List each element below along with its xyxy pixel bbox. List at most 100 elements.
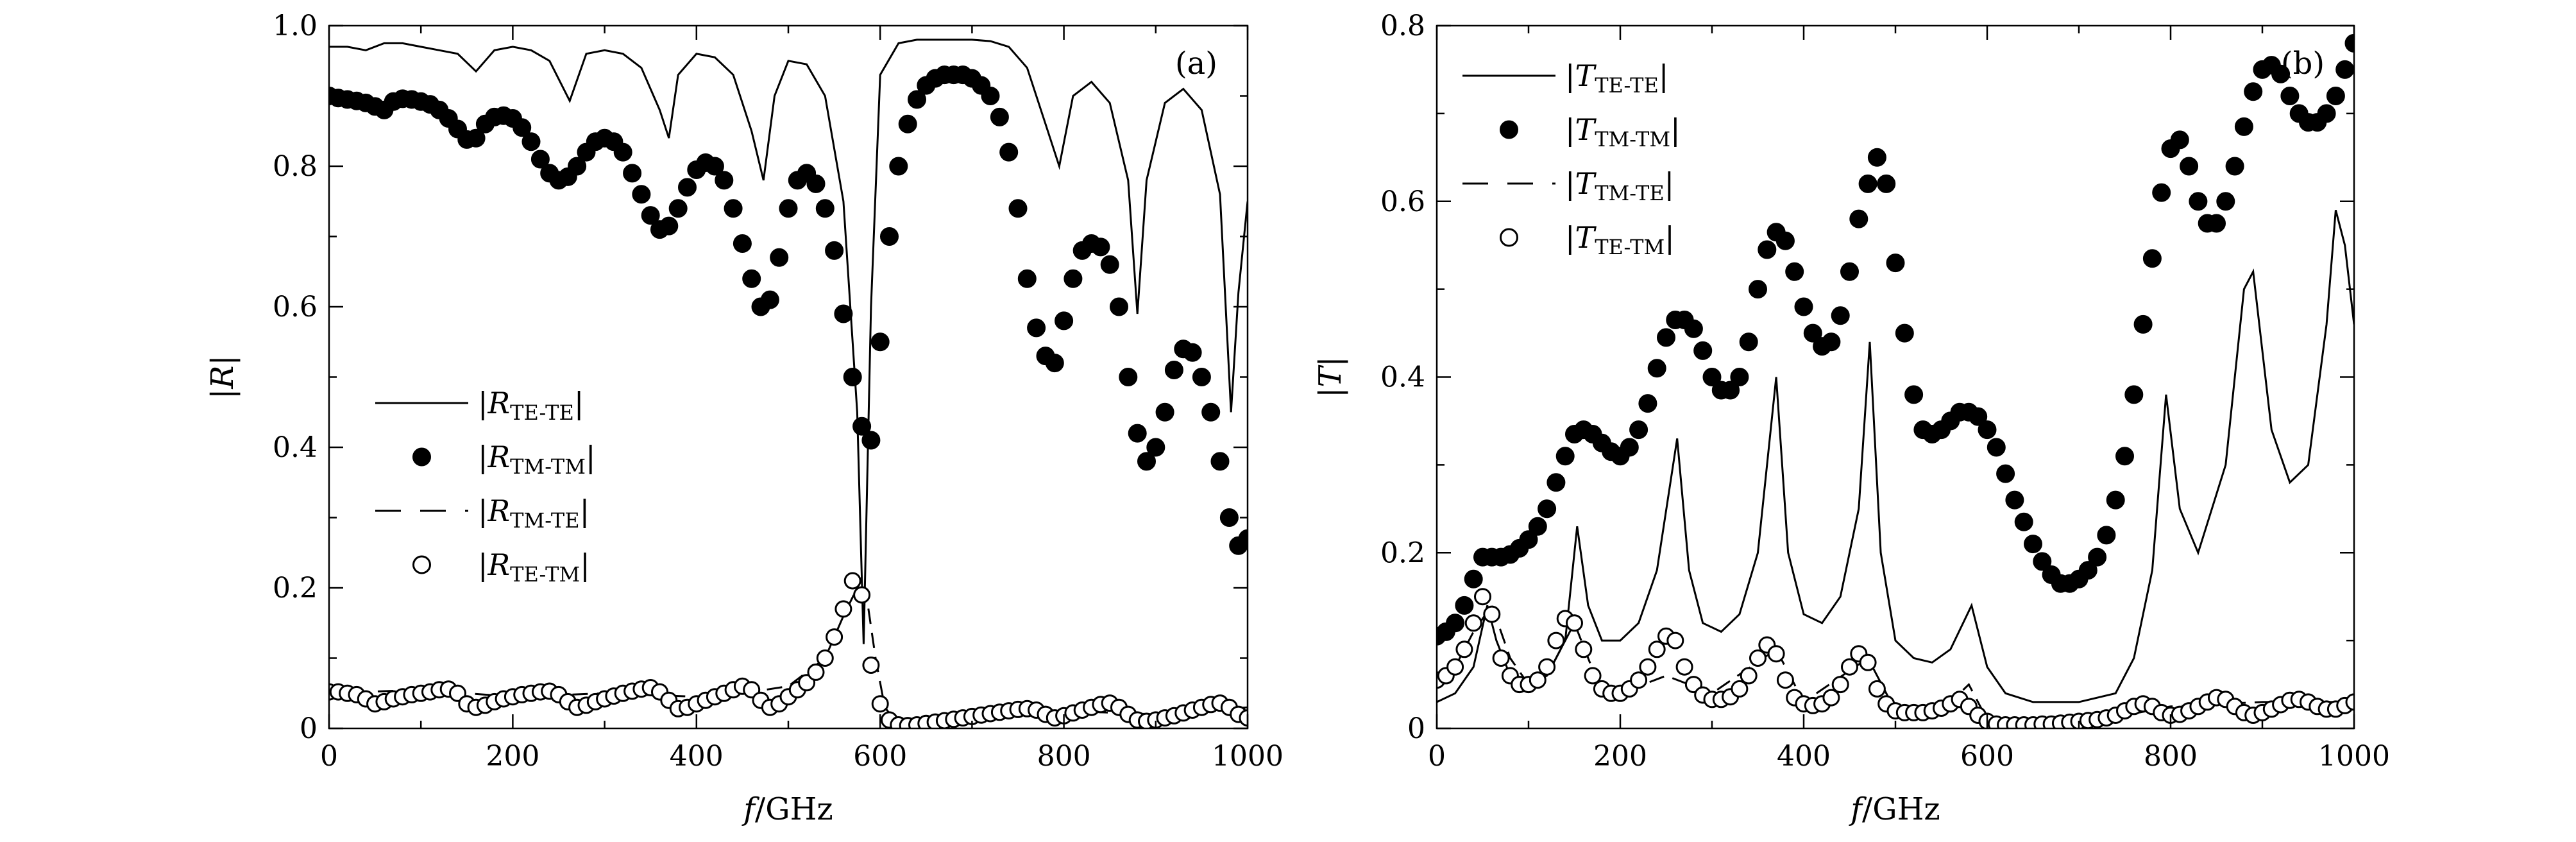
data-point-filled (1201, 402, 1221, 422)
y-axis-label: |T| (1312, 356, 1348, 397)
data-point-filled (834, 304, 853, 323)
data-point-open (1666, 632, 1684, 649)
data-point-open (871, 695, 889, 713)
data-point-filled (1739, 332, 1758, 352)
data-point-filled (981, 87, 1000, 105)
data-point-filled (1721, 381, 1740, 400)
data-point-filled (613, 142, 632, 162)
data-point-filled (659, 216, 679, 236)
data-point-filled (1978, 420, 1997, 440)
data-point-filled (1702, 368, 1722, 386)
data-point-filled (870, 332, 890, 352)
x-tick-label: 200 (1593, 740, 1647, 773)
data-point-filled (889, 157, 908, 176)
data-point-filled (1210, 452, 1230, 471)
data-point-filled (1886, 253, 1905, 273)
data-point-open (816, 649, 834, 667)
legend: |TTE-TE| |TTM-TM| |TTM-TE| |TTE-TM| (1462, 58, 1681, 259)
data-point-filled (742, 269, 761, 288)
data-point-filled (999, 142, 1019, 162)
data-point-filled (2106, 490, 2125, 510)
legend: |RTE-TE| |RTM-TM| |RTM-TE| |RTE-TM| (375, 386, 596, 587)
data-point-filled (466, 128, 486, 148)
data-point-filled (1055, 311, 1074, 331)
data-point-filled (1775, 231, 1795, 250)
legend-swatch-filled (412, 447, 431, 467)
data-point-filled (2078, 561, 2097, 580)
legend-swatch-filled (1500, 120, 1518, 139)
x-tick-label: 400 (670, 740, 724, 773)
data-point-filled (770, 248, 789, 267)
data-point-filled (1027, 318, 1046, 338)
data-point-filled (668, 199, 688, 218)
data-point-filled (1987, 438, 2006, 457)
data-point-open (1483, 605, 1501, 623)
data-point-filled (530, 150, 550, 169)
data-point-filled (1647, 359, 1666, 378)
data-point-filled (2152, 183, 2171, 202)
data-point-filled (1996, 464, 2015, 483)
y-tick-label: 0.4 (1380, 361, 1425, 394)
data-point-open (1868, 680, 1886, 698)
data-point-filled (2124, 385, 2144, 404)
data-point-filled (678, 178, 697, 197)
data-point-open (835, 600, 852, 618)
data-point-filled (1446, 614, 1465, 633)
data-point-filled (760, 290, 779, 309)
data-point-filled (632, 185, 651, 204)
data-point-filled (843, 368, 862, 386)
data-point-filled (1546, 473, 1566, 492)
x-tick-label: 0 (320, 740, 338, 773)
data-point-filled (724, 199, 743, 218)
legend-label: |TTE-TM| (1565, 220, 1675, 259)
data-point-filled (2097, 526, 2116, 545)
data-point-filled (1146, 438, 1165, 457)
data-point-filled (1128, 424, 1147, 443)
x-tick-label: 400 (1777, 740, 1831, 773)
data-point-open (1859, 653, 1877, 671)
data-point-filled (1219, 508, 1239, 527)
data-point-filled (908, 90, 926, 109)
data-point-open (1529, 671, 1546, 689)
data-point-filled (641, 206, 660, 225)
series-line (329, 39, 1248, 644)
data-point-filled (2335, 60, 2354, 79)
data-point-open (1538, 658, 1556, 676)
data-point-open (1584, 667, 1602, 685)
data-point-open (1474, 588, 1491, 606)
data-point-filled (1840, 262, 1859, 281)
data-point-open (1630, 671, 1648, 689)
data-point-filled (2115, 447, 2134, 466)
data-point-filled (1620, 438, 1639, 457)
data-point-filled (2280, 87, 2300, 105)
y-tick-label: 0 (300, 712, 318, 745)
data-point-filled (2225, 157, 2244, 176)
legend-label: |RTM-TE| (478, 494, 589, 533)
data-point-filled (1555, 447, 1575, 466)
data-point-open (1648, 640, 1666, 658)
data-point-filled (2180, 157, 2199, 176)
data-point-filled (1684, 319, 1703, 338)
data-point-filled (2024, 535, 2042, 554)
x-tick-label: 800 (2144, 740, 2198, 773)
data-point-filled (568, 157, 587, 176)
data-point-filled (1455, 596, 1474, 615)
y-tick-label: 0.8 (273, 150, 318, 183)
data-point-filled (2170, 130, 2189, 150)
data-point-filled (1638, 394, 1657, 413)
panel-label: (a) (1175, 46, 1217, 82)
data-point-filled (1867, 148, 1886, 167)
data-point-filled (1137, 452, 1156, 471)
data-point-open (1675, 658, 1693, 676)
data-point-filled (1858, 174, 1877, 193)
data-point-open (1446, 658, 1464, 676)
data-point-filled (1192, 368, 1211, 386)
data-point-filled (825, 241, 844, 260)
plot-area (329, 39, 1248, 728)
data-point-filled (990, 107, 1009, 126)
data-point-filled (1904, 385, 1924, 404)
data-point-open (1841, 658, 1858, 676)
x-axis-label: f/GHz (741, 791, 833, 827)
data-point-filled (1017, 269, 1037, 288)
